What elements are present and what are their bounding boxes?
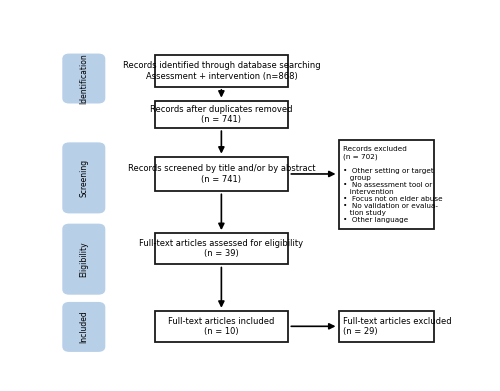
Text: Screening: Screening xyxy=(80,159,88,197)
Text: Identification: Identification xyxy=(80,53,88,104)
Text: Included: Included xyxy=(80,310,88,343)
FancyBboxPatch shape xyxy=(62,142,106,213)
FancyBboxPatch shape xyxy=(154,55,288,87)
Text: Records excluded
(n = 702)

•  Other setting or target
   group
•  No assessment: Records excluded (n = 702) • Other setti… xyxy=(343,146,443,223)
FancyBboxPatch shape xyxy=(338,140,434,229)
FancyBboxPatch shape xyxy=(62,224,106,295)
Text: Full-text articles assessed for eligibility
(n = 39): Full-text articles assessed for eligibil… xyxy=(140,239,304,258)
Text: Records identified through database searching
Assessment + intervention (n=868): Records identified through database sear… xyxy=(122,61,320,81)
Text: Full-text articles included
(n = 10): Full-text articles included (n = 10) xyxy=(168,317,274,336)
FancyBboxPatch shape xyxy=(338,310,434,342)
FancyBboxPatch shape xyxy=(154,310,288,342)
Text: Records screened by title and/or by abstract
(n = 741): Records screened by title and/or by abst… xyxy=(128,164,315,184)
Text: Full-text articles excluded
(n = 29): Full-text articles excluded (n = 29) xyxy=(343,317,452,336)
FancyBboxPatch shape xyxy=(62,54,106,104)
Text: Eligibility: Eligibility xyxy=(80,241,88,277)
FancyBboxPatch shape xyxy=(154,233,288,264)
FancyBboxPatch shape xyxy=(154,101,288,128)
Text: Records after duplicates removed
(n = 741): Records after duplicates removed (n = 74… xyxy=(150,105,292,124)
FancyBboxPatch shape xyxy=(62,302,106,352)
FancyBboxPatch shape xyxy=(154,157,288,191)
